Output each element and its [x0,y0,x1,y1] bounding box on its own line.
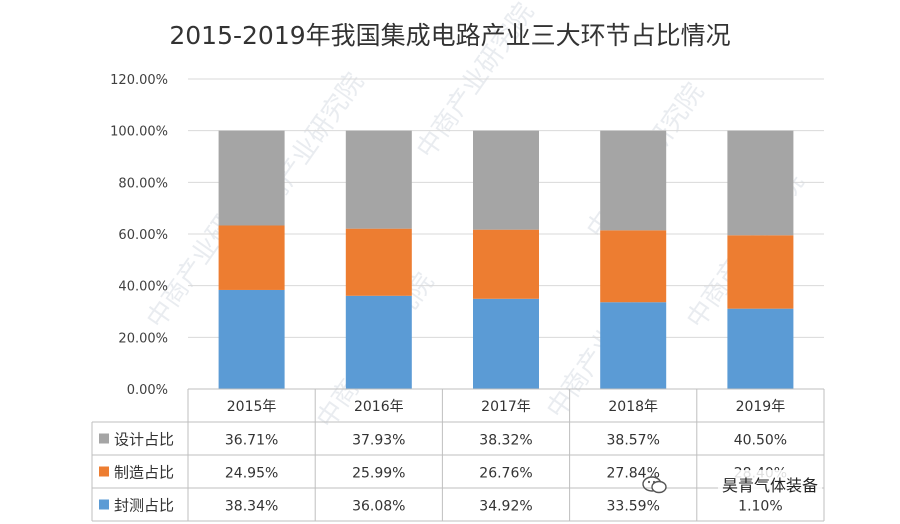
wechat-icon [642,476,667,494]
watermark-caption: 昊青气体装备 [717,470,822,498]
bar-segment [727,235,794,309]
legend-label: 设计占比 [114,431,174,449]
legend-swatch [99,499,109,510]
y-tick-label: 120.00% [110,73,168,88]
y-tick-label: 40.00% [118,280,168,295]
bar-segment [727,308,794,389]
data-label: 34.92% [479,499,532,515]
bar-segment [218,289,285,389]
data-label: 36.08% [352,499,405,515]
data-label: 24.95% [225,466,278,482]
bar-segment [345,228,412,296]
y-axis-tick-labels: 0.00% 20.00% 40.00% 60.00% 80.00% 100.00% 120.… [110,73,168,398]
bar-segment [473,130,539,230]
data-label: 1.10% [738,499,782,515]
bar-segment [600,130,667,231]
bar-segment [727,130,794,236]
data-label: 38.32% [479,433,532,449]
data-label: 33.59% [607,499,660,515]
bar-segment [218,225,285,290]
bar-segment [600,230,667,303]
x-tick-label: 2019年 [736,399,786,415]
bars [218,130,794,389]
y-tick-label: 100.00% [110,125,168,140]
bar-segment [600,302,667,389]
y-tick-label: 0.00% [127,383,168,398]
data-label: 38.34% [225,499,278,515]
legend-swatch [99,466,109,477]
data-label: 26.76% [479,466,532,482]
x-tick-label: 2018年 [608,399,658,415]
bar-segment [473,229,539,299]
data-label: 37.93% [352,433,405,449]
data-label: 40.50% [734,433,787,449]
chart-title: 2015-2019年我国集成电路产业三大环节占比情况 [169,21,730,50]
legend-label: 封测占比 [114,497,174,515]
bar-segment [473,298,539,389]
x-tick-label: 2017年 [481,399,531,415]
bar-segment [345,130,412,229]
x-tick-label: 2015年 [227,399,277,415]
data-label: 36.71% [225,433,278,449]
x-tick-label: 2016年 [354,399,404,415]
data-label: 38.57% [607,433,660,449]
data-label: 25.99% [352,466,405,482]
y-tick-label: 20.00% [118,331,168,346]
bar-segment [218,130,285,226]
y-tick-label: 80.00% [118,176,168,191]
data-label: 27.84% [607,466,660,482]
legend-swatch [99,433,109,444]
bar-segment [345,295,412,389]
y-tick-label: 60.00% [118,228,168,243]
legend-label: 制造占比 [114,464,174,482]
